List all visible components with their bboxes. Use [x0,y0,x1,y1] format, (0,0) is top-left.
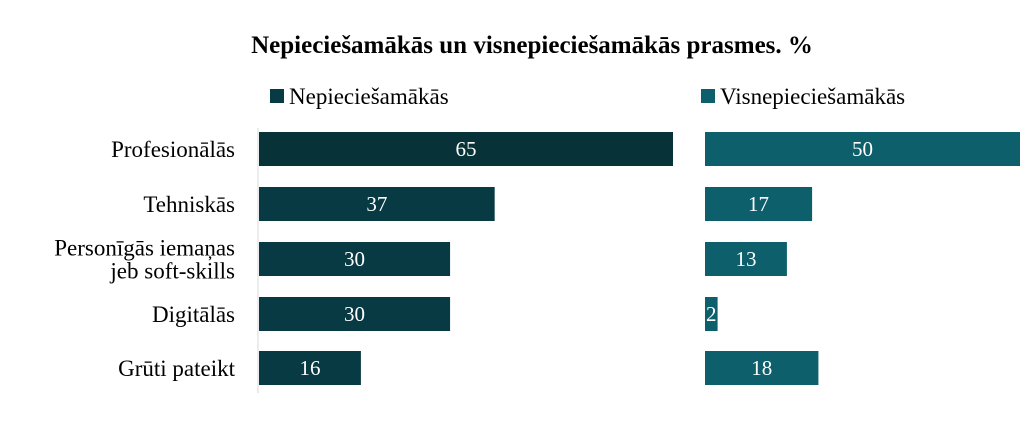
category-label: Digitālās [152,302,235,327]
bar-1-2 [259,187,495,221]
bar-2-4 [705,297,718,331]
bar-1-1 [259,132,673,166]
category-label-line: Personīgās iemaņas [54,236,235,262]
category-label-line: Tehniskās [143,192,235,217]
category-label: Grūti pateikt [118,356,235,381]
data-label-2-3: 13 [735,247,756,271]
category-label-line: Grūti pateikt [118,356,235,381]
bar-2-5 [705,351,819,385]
data-label-1-5: 16 [299,356,320,380]
category-label-line: Digitālās [152,302,235,327]
bar-2-2 [705,187,813,221]
bars [259,132,1020,385]
data-label-1-1: 65 [456,137,477,161]
category-label: Profesionālās [111,137,235,162]
category-label-line: jeb soft-skills [109,259,235,284]
legend-swatch-1 [270,89,284,103]
data-label-1-4: 30 [344,302,365,326]
category-label-line: Profesionālās [111,137,235,162]
bar-2-3 [705,242,787,276]
bar-1-4 [259,297,451,331]
data-label-1-3: 30 [344,247,365,271]
chart-title: Nepieciešamākās un visnepieciešamākās pr… [251,32,813,59]
data-label-2-5: 18 [751,356,772,380]
bar-2-1 [705,132,1020,166]
data-label-2-1: 50 [852,137,873,161]
bar-1-3 [259,242,451,276]
legend-swatch-2 [701,89,715,103]
data-label-1-2: 37 [366,192,387,216]
value-labels: 65 37 30 30 16 50 17 13 2 18 [299,137,873,380]
bar-1-5 [259,351,361,385]
data-label-2-4: 2 [706,302,717,326]
category-labels: Profesionālās Tehniskās Personīgās iemaņas… [54,137,235,381]
legend-label-1: Nepieciešamākās [289,84,449,109]
category-label: Tehniskās [143,192,235,217]
legend-label-2: Visnepieciešamākās [720,84,905,109]
legend: Nepieciešamākās Visnepieciešamākās [270,84,905,109]
data-label-2-2: 17 [748,192,769,216]
category-label: Personīgās iemaņas jeb soft-skills [54,236,235,284]
